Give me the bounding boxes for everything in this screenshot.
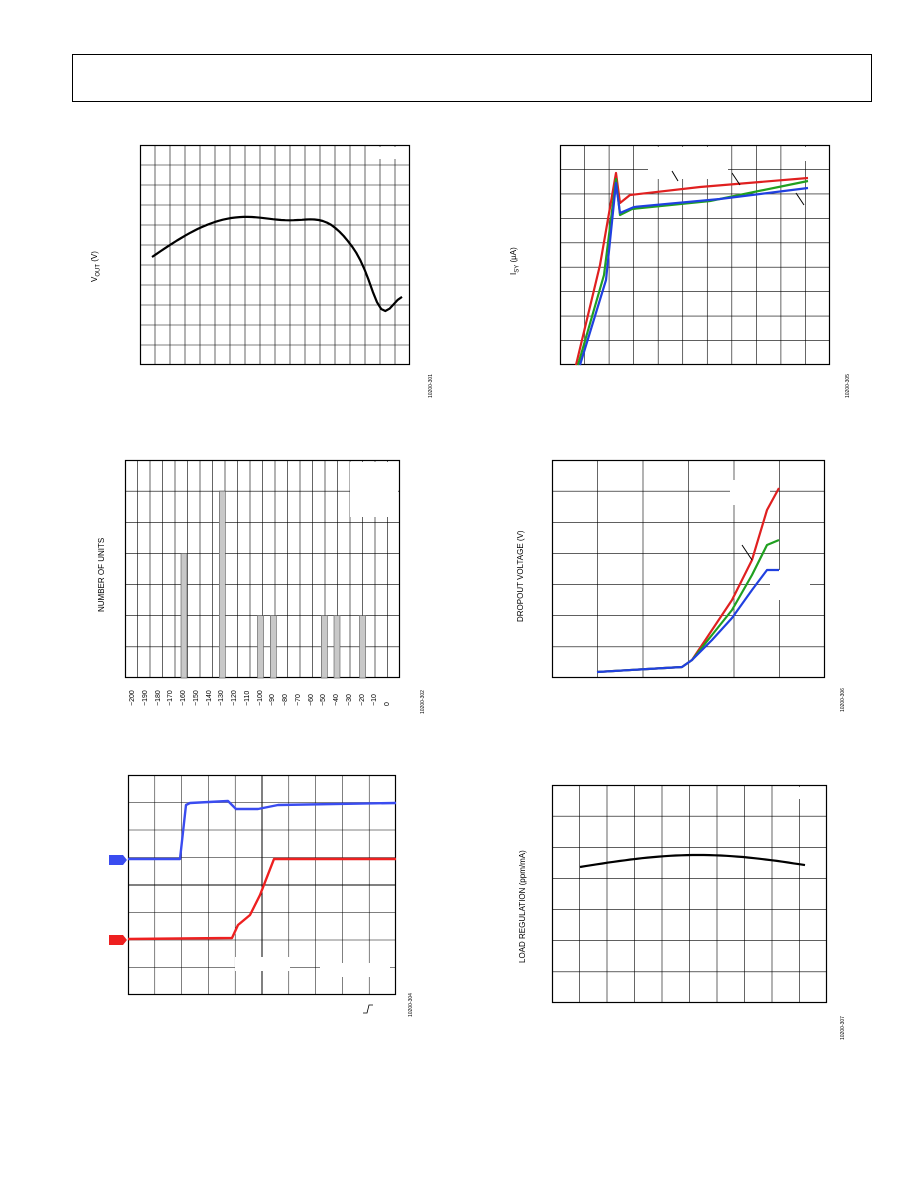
histogram-x-tick-label: −120 xyxy=(231,690,238,706)
histogram-x-tick-label: −90 xyxy=(269,694,277,706)
dropout-figure-id: 10200-306 xyxy=(840,688,846,712)
isy-series-blue xyxy=(578,181,809,366)
load-regulation-legend-area xyxy=(798,787,824,799)
vout-y-axis-label: VOUT (V) xyxy=(90,251,102,282)
histogram-x-tick-label: −30 xyxy=(345,694,353,706)
figure-dropout xyxy=(551,459,826,679)
dropout-chart xyxy=(551,459,826,679)
figure-isy xyxy=(559,144,831,366)
histogram-x-tick-label: −180 xyxy=(154,690,162,706)
histogram-x-tick-label: −170 xyxy=(167,690,175,706)
histogram-bar xyxy=(257,615,264,679)
histogram-x-tick-label: −150 xyxy=(192,690,200,706)
dropout-series-blue xyxy=(596,568,779,674)
load-regulation-figure-id: 10200-307 xyxy=(840,1016,846,1040)
dropout-legend-area-1 xyxy=(730,480,770,505)
scope-label-area-2 xyxy=(320,963,390,977)
vout-figure-id: 10200-301 xyxy=(428,374,434,398)
isy-frame xyxy=(559,144,831,366)
histogram-x-tick-label: −40 xyxy=(333,694,340,706)
isy-legend-area xyxy=(648,147,728,179)
isy-arrow-1 xyxy=(671,170,679,182)
histogram-x-tick-label: −160 xyxy=(180,690,187,706)
scope-channel-1-marker xyxy=(109,855,127,865)
load-regulation-chart xyxy=(551,784,828,1004)
isy-legend-area-right xyxy=(798,147,828,161)
figure-load-regulation xyxy=(551,784,828,1004)
histogram-bar xyxy=(270,615,277,679)
figure-histogram xyxy=(124,459,401,679)
vout-chart xyxy=(139,144,411,366)
vout-legend-area xyxy=(376,147,398,159)
isy-chart xyxy=(559,144,831,366)
dropout-y-axis-label: DROPOUT VOLTAGE (V) xyxy=(516,530,525,622)
dropout-series-red xyxy=(596,487,780,674)
histogram-x-tick-label: −70 xyxy=(294,694,302,706)
histogram-x-tick-label: −100 xyxy=(256,690,264,706)
histogram-bar xyxy=(219,490,226,679)
load-regulation-y-axis-label: LOAD REGULATION (ppm/mA) xyxy=(518,850,527,963)
histogram-x-tick-label: −140 xyxy=(205,690,213,706)
histogram-bar xyxy=(359,615,366,679)
scope-series-red xyxy=(127,857,396,941)
scope-figure-id: 10200-304 xyxy=(408,993,414,1017)
scope-channel-2-marker xyxy=(109,935,127,945)
isy-series-red xyxy=(574,171,809,366)
page-header-box xyxy=(72,54,872,102)
isy-arrow-2 xyxy=(731,172,741,186)
histogram-bar xyxy=(333,615,341,679)
histogram-x-tick-label: −200 xyxy=(129,690,136,706)
scope-trigger-icon xyxy=(363,1004,373,1014)
scope-series-blue xyxy=(128,799,397,861)
histogram-bar xyxy=(180,553,188,679)
histogram-y-axis-label: NUMBER OF UNITS xyxy=(97,537,106,612)
histogram-x-tick-label: −80 xyxy=(282,694,289,706)
histogram-x-tick-label: −10 xyxy=(371,694,379,706)
dropout-arrow xyxy=(741,544,753,561)
histogram-chart xyxy=(124,459,401,679)
isy-arrow-3 xyxy=(795,192,805,206)
histogram-bar xyxy=(321,615,328,679)
scope-chart xyxy=(109,774,397,1014)
histogram-x-tick-label: −110 xyxy=(243,690,251,706)
histogram-figure-id: 10200-302 xyxy=(420,690,426,714)
histogram-x-tick-label: 0 xyxy=(384,702,391,706)
histogram-x-tick-label: −50 xyxy=(320,694,328,706)
isy-figure-id: 10200-305 xyxy=(845,374,851,398)
histogram-x-tick-label: −20 xyxy=(358,694,366,706)
isy-y-axis-label: ISY (µA) xyxy=(509,247,521,275)
histogram-x-tick-label: −190 xyxy=(141,690,149,706)
histogram-legend-area xyxy=(350,462,398,517)
figure-scope xyxy=(105,774,400,1020)
vout-series-line xyxy=(151,215,403,313)
scope-label-area-1 xyxy=(235,957,290,971)
histogram-x-tick-label: −130 xyxy=(218,690,226,706)
load-regulation-series-line xyxy=(579,853,806,869)
histogram-x-tick-label: −60 xyxy=(307,694,315,706)
dropout-legend-area-2 xyxy=(770,570,810,600)
figure-vout xyxy=(139,144,411,366)
